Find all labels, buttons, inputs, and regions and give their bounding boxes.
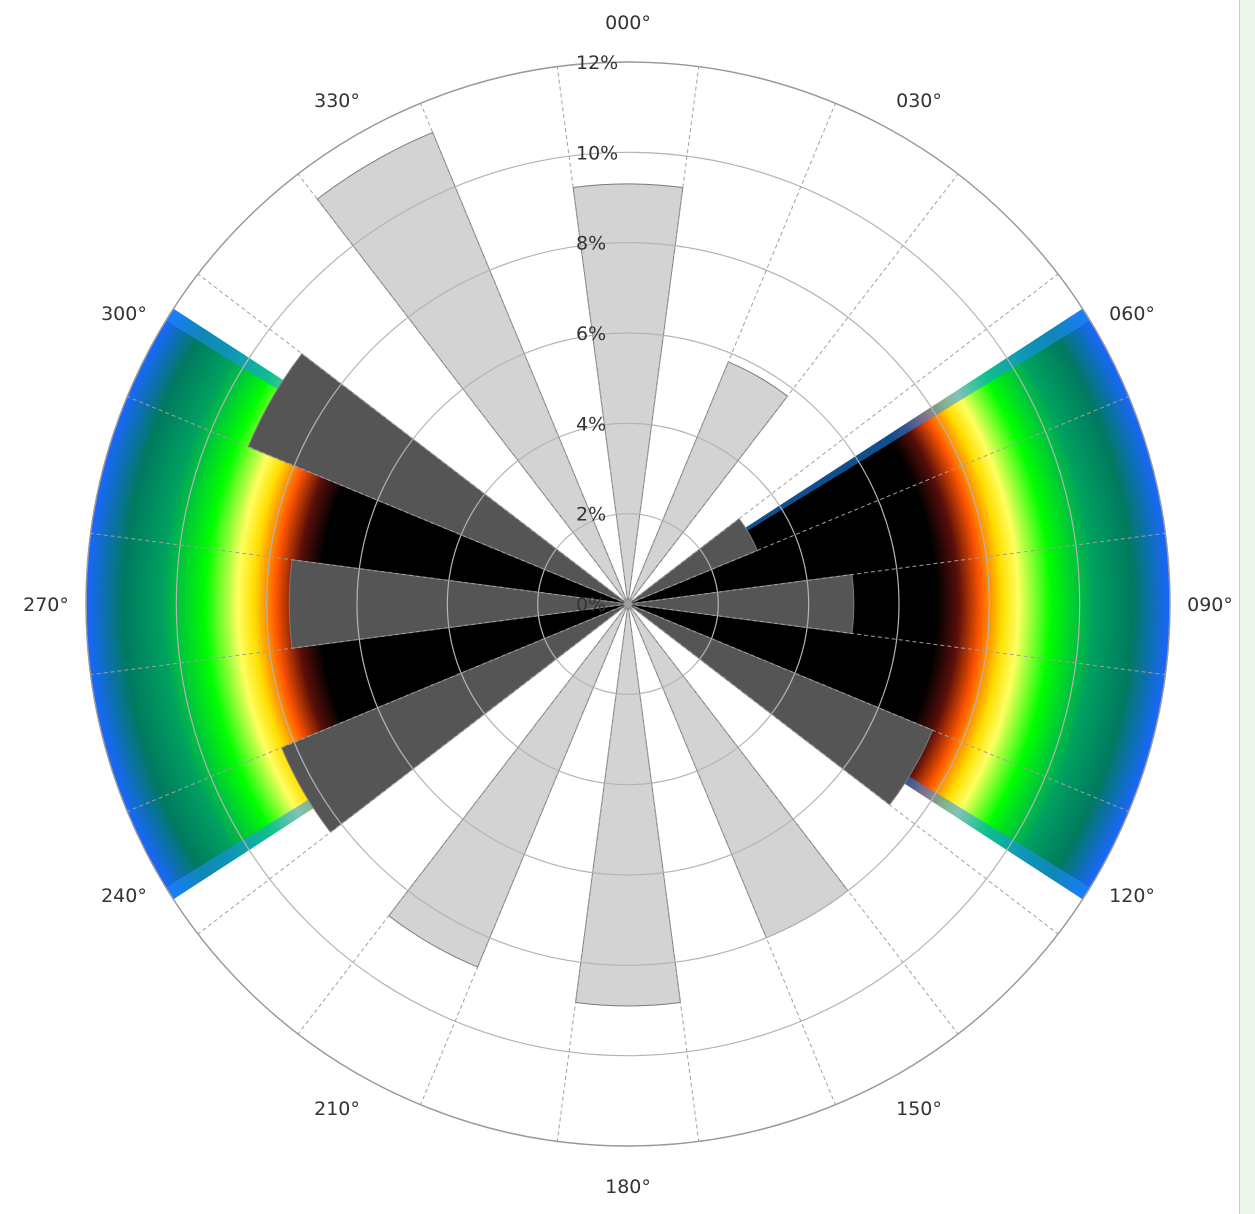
grid-spoke <box>627 396 1129 605</box>
grid-spoke <box>127 603 629 812</box>
direction-label: 210° <box>314 1098 360 1120</box>
direction-label: 300° <box>101 303 147 325</box>
direction-label: 000° <box>605 12 651 34</box>
grid-spoke <box>127 396 629 605</box>
radial-tick-label: 6% <box>576 323 606 345</box>
direction-label: 030° <box>896 90 942 112</box>
radial-tick-label: 2% <box>576 504 606 526</box>
radial-tick-label: 8% <box>576 233 606 255</box>
direction-label: 330° <box>314 90 360 112</box>
direction-label: 150° <box>896 1098 942 1120</box>
grid-spoke <box>627 103 836 605</box>
radial-tick-label: 4% <box>576 413 606 435</box>
grid-spoke <box>297 173 629 605</box>
grid-spoke <box>627 603 700 1142</box>
outer-ring <box>85 61 1171 1147</box>
direction-label: 180° <box>605 1176 651 1198</box>
polar-grid <box>85 61 1171 1147</box>
direction-label: 060° <box>1109 303 1155 325</box>
direction-label: 090° <box>1187 594 1233 616</box>
grid-spoke <box>627 273 1059 605</box>
grid-spoke <box>627 532 1166 605</box>
grid-ring <box>266 242 990 966</box>
direction-label: 270° <box>23 594 69 616</box>
direction-labels: 000° 030° 060° 090° 120° 150° 180° 210° 240° 270°… <box>23 12 1233 1198</box>
wind-bars <box>247 131 934 1007</box>
grid-spoke <box>556 66 629 605</box>
grid-ring <box>175 151 1081 1057</box>
direction-label: 240° <box>101 885 147 907</box>
radial-tick-label: 10% <box>576 142 618 164</box>
wind-bar-300 <box>247 353 629 605</box>
radial-tick-label: 12% <box>576 52 618 74</box>
grid-ring <box>356 332 900 876</box>
grid-spoke <box>627 603 1059 935</box>
grid-ring <box>446 422 810 786</box>
grid-spoke <box>627 603 1166 676</box>
grid-spoke <box>197 603 629 935</box>
grid-spoke <box>297 603 629 1035</box>
direction-label: 120° <box>1109 885 1155 907</box>
grid-spoke <box>627 603 1129 812</box>
radial-tick-label: 0% <box>576 594 606 616</box>
grid-spoke <box>197 273 629 605</box>
grid-spoke <box>627 603 836 1105</box>
grid-spoke <box>627 173 959 605</box>
grid-spoke <box>90 532 629 605</box>
grid-spoke <box>556 603 629 1142</box>
grid-spoke <box>420 103 629 605</box>
grid-spoke <box>627 66 700 605</box>
grid-ring <box>537 513 719 695</box>
side-strip <box>1239 0 1255 1214</box>
grid-spoke <box>627 603 959 1035</box>
grid-spoke <box>420 603 629 1105</box>
radial-tick-labels: 0% 2% 4% 6% 8% 10% 12% <box>576 52 618 616</box>
grid-spoke <box>90 603 629 676</box>
wind-bar-330 <box>316 131 629 605</box>
